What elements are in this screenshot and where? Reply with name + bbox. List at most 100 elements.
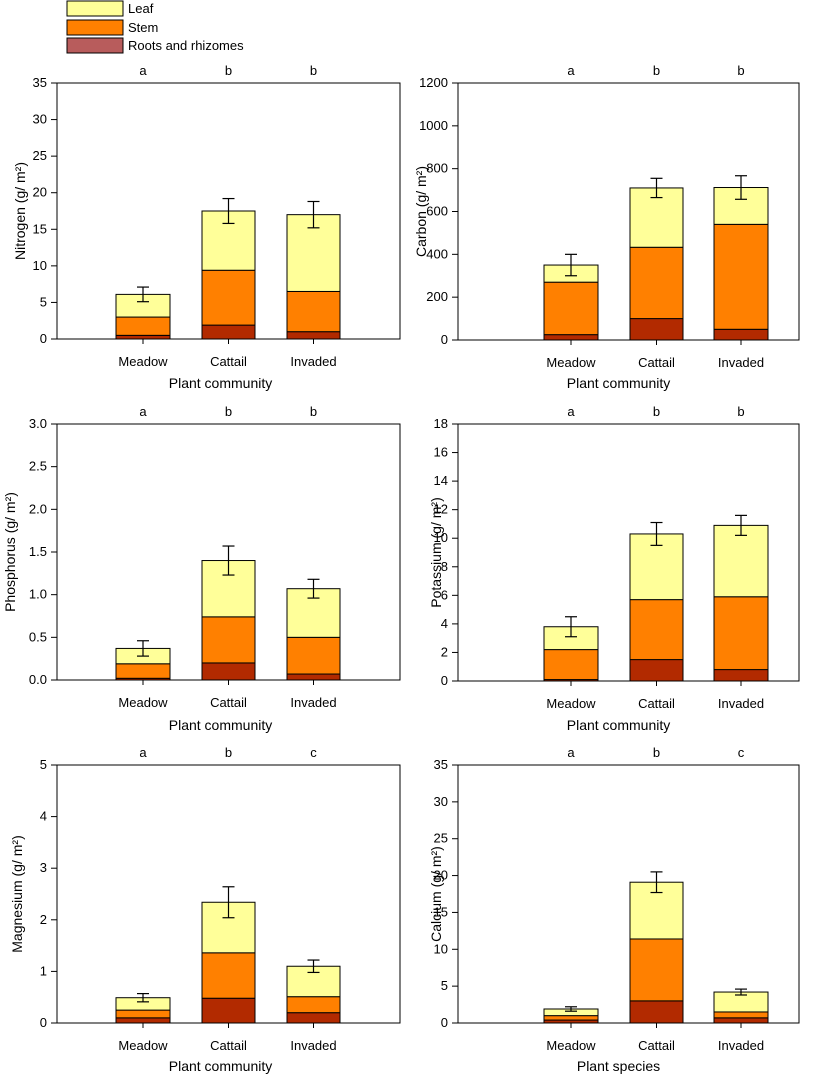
y-tick-label: 0.0 bbox=[29, 672, 47, 687]
y-tick-label: 1200 bbox=[419, 75, 448, 90]
y-tick-label: 10 bbox=[33, 258, 47, 273]
x-axis-label: Plant community bbox=[567, 717, 670, 733]
significance-letter: a bbox=[567, 63, 575, 78]
bar-segment-leaf-invaded bbox=[713, 524, 769, 598]
y-tick-label: 35 bbox=[434, 757, 448, 772]
significance-letter: a bbox=[139, 63, 147, 78]
bar-segment-roots-meadow bbox=[115, 334, 171, 340]
y-tick-label: 4 bbox=[40, 809, 47, 824]
chart-panel-1: 0 5 10 15 20 25 30 35 Nitrogen (g/ m²) Plant comm… bbox=[12, 63, 401, 391]
bar-segment-leaf-invaded bbox=[286, 214, 341, 292]
bar-segment-roots-invaded bbox=[286, 673, 341, 681]
x-tick-label-meadow: Meadow bbox=[546, 696, 596, 711]
x-tick-label-invaded: Invaded bbox=[290, 695, 336, 710]
significance-letter: b bbox=[225, 745, 232, 760]
y-tick-label: 0 bbox=[40, 1015, 47, 1030]
x-tick-label-meadow: Meadow bbox=[546, 355, 596, 370]
y-tick-label: 0.5 bbox=[29, 629, 47, 644]
y-tick-label: 10 bbox=[434, 941, 448, 956]
x-tick-label-meadow: Meadow bbox=[118, 1038, 168, 1053]
y-axis-label: Calcium (g/ m²) bbox=[428, 846, 444, 942]
y-tick-label: 2 bbox=[40, 912, 47, 927]
legend-label-roots: Roots and rhizomes bbox=[128, 38, 244, 53]
bar-segment-stem-invaded bbox=[713, 223, 769, 330]
x-tick-label-invaded: Invaded bbox=[718, 696, 764, 711]
y-tick-label: 2 bbox=[441, 644, 448, 659]
x-tick-label-meadow: Meadow bbox=[118, 695, 168, 710]
bar-segment-roots-cattail bbox=[201, 662, 256, 681]
bar-segment-stem-meadow bbox=[115, 316, 171, 336]
y-tick-label: 3 bbox=[40, 860, 47, 875]
bar-segment-roots-invaded bbox=[713, 669, 769, 682]
x-tick-label-cattail: Cattail bbox=[210, 354, 247, 369]
y-tick-label: 0 bbox=[441, 332, 448, 347]
significance-letter: b bbox=[225, 63, 232, 78]
y-tick-label: 16 bbox=[434, 445, 448, 460]
bar-segment-stem-meadow bbox=[543, 1015, 599, 1021]
chart-panel-3: 0.0 0.5 1.0 1.5 2.0 2.5 3.0 Phosphorus (g/ m²) P… bbox=[2, 404, 401, 733]
significance-letter: a bbox=[139, 745, 147, 760]
plot-frame bbox=[457, 423, 800, 682]
x-tick-label-invaded: Invaded bbox=[718, 355, 764, 370]
legend: Leaf Stem Roots and rhizomes bbox=[66, 0, 244, 54]
y-tick-label: 5 bbox=[40, 757, 47, 772]
bar-segment-roots-cattail bbox=[629, 659, 684, 682]
y-tick-label: 600 bbox=[426, 204, 448, 219]
y-tick-label: 35 bbox=[33, 75, 47, 90]
x-tick-label-meadow: Meadow bbox=[546, 1038, 596, 1053]
y-tick-label: 30 bbox=[33, 112, 47, 127]
legend-label-stem: Stem bbox=[128, 20, 158, 35]
y-tick-label: 1.5 bbox=[29, 544, 47, 559]
y-tick-label: 12 bbox=[434, 502, 448, 517]
x-tick-label-cattail: Cattail bbox=[638, 696, 675, 711]
bar-segment-stem-meadow bbox=[115, 663, 171, 679]
y-tick-label: 2.0 bbox=[29, 501, 47, 516]
significance-letter: a bbox=[567, 745, 575, 760]
bar-segment-stem-cattail bbox=[629, 938, 684, 1002]
bar-segment-stem-invaded bbox=[713, 1011, 769, 1019]
bar-segment-stem-invaded bbox=[713, 596, 769, 671]
bar-segment-stem-cattail bbox=[629, 599, 684, 661]
x-axis-label: Plant community bbox=[169, 717, 272, 733]
y-tick-label: 0 bbox=[40, 331, 47, 346]
y-tick-label: 15 bbox=[33, 221, 47, 236]
y-tick-label: 18 bbox=[434, 416, 448, 431]
significance-letter: c bbox=[310, 745, 317, 760]
bar-segment-roots-meadow bbox=[115, 1017, 171, 1024]
y-tick-label: 1.0 bbox=[29, 587, 47, 602]
significance-letter: b bbox=[737, 404, 744, 419]
bar-segment-stem-cattail bbox=[629, 246, 684, 320]
y-tick-label: 25 bbox=[434, 831, 448, 846]
significance-letter: c bbox=[738, 745, 745, 760]
y-axis-label: Nitrogen (g/ m²) bbox=[12, 162, 28, 260]
bar-segment-roots-invaded bbox=[713, 328, 769, 341]
y-tick-label: 200 bbox=[426, 289, 448, 304]
significance-letter: b bbox=[737, 63, 744, 78]
bar-segment-roots-cattail bbox=[201, 997, 256, 1024]
bar-segment-roots-invaded bbox=[286, 1012, 341, 1024]
bar-segment-stem-cattail bbox=[201, 269, 256, 326]
y-tick-label: 14 bbox=[434, 473, 448, 488]
significance-letter: b bbox=[653, 745, 660, 760]
x-tick-label-cattail: Cattail bbox=[210, 1038, 247, 1053]
y-tick-label: 1 bbox=[40, 963, 47, 978]
bar-segment-stem-invaded bbox=[286, 290, 341, 333]
y-tick-label: 20 bbox=[33, 185, 47, 200]
x-tick-label-cattail: Cattail bbox=[638, 1038, 675, 1053]
bar-segment-roots-meadow bbox=[543, 334, 599, 341]
x-tick-label-invaded: Invaded bbox=[290, 1038, 336, 1053]
legend-label-leaf: Leaf bbox=[128, 1, 154, 16]
bar-segment-roots-cattail bbox=[629, 1000, 684, 1024]
bar-segment-roots-cattail bbox=[201, 324, 256, 340]
significance-letter: a bbox=[567, 404, 575, 419]
y-axis-label: Phosphorus (g/ m²) bbox=[2, 492, 18, 612]
x-tick-label-invaded: Invaded bbox=[718, 1038, 764, 1053]
y-tick-label: 15 bbox=[434, 904, 448, 919]
chart-panel-6: 0 5 10 15 20 25 30 35 Calcium (g/ m²) Plant speci… bbox=[428, 745, 800, 1074]
x-tick-label-cattail: Cattail bbox=[210, 695, 247, 710]
y-tick-label: 4 bbox=[441, 616, 448, 631]
y-tick-label: 400 bbox=[426, 246, 448, 261]
bar-segment-roots-invaded bbox=[286, 331, 341, 340]
bar-segment-stem-meadow bbox=[543, 649, 599, 681]
